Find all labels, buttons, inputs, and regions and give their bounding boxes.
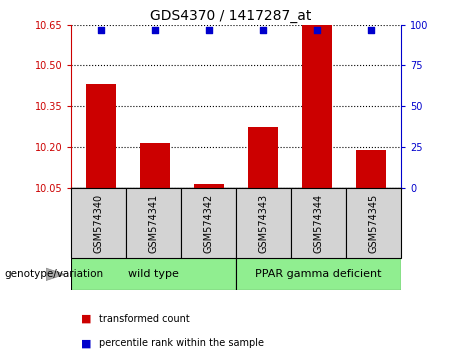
- Bar: [195, 184, 224, 188]
- Bar: [71, 258, 236, 290]
- Bar: [181, 188, 236, 258]
- Text: genotype/variation: genotype/variation: [5, 269, 104, 279]
- Text: GSM574340: GSM574340: [94, 193, 104, 253]
- Bar: [236, 188, 291, 258]
- Text: transformed count: transformed count: [99, 314, 190, 324]
- Point: [260, 27, 267, 33]
- Text: GSM574342: GSM574342: [204, 193, 214, 253]
- Text: percentile rank within the sample: percentile rank within the sample: [99, 338, 264, 348]
- Point: [367, 27, 375, 33]
- Bar: [71, 188, 126, 258]
- Text: wild type: wild type: [129, 269, 179, 279]
- Point: [313, 27, 321, 33]
- Text: ■: ■: [81, 338, 91, 348]
- Bar: [126, 188, 181, 258]
- Point: [206, 27, 213, 33]
- Text: GDS4370 / 1417287_at: GDS4370 / 1417287_at: [150, 9, 311, 23]
- Bar: [302, 25, 332, 188]
- Text: GSM574343: GSM574343: [259, 193, 269, 253]
- Text: GSM574345: GSM574345: [369, 193, 378, 253]
- Text: GSM574341: GSM574341: [149, 193, 159, 253]
- Text: GSM574344: GSM574344: [313, 193, 324, 253]
- Bar: [356, 150, 386, 188]
- Bar: [346, 188, 401, 258]
- Bar: [291, 188, 346, 258]
- Bar: [248, 126, 278, 188]
- Bar: [87, 85, 116, 188]
- Point: [98, 27, 105, 33]
- Bar: [236, 258, 401, 290]
- Text: ■: ■: [81, 314, 91, 324]
- Bar: [141, 143, 170, 188]
- Polygon shape: [46, 268, 65, 280]
- Point: [152, 27, 159, 33]
- Text: PPAR gamma deficient: PPAR gamma deficient: [255, 269, 382, 279]
